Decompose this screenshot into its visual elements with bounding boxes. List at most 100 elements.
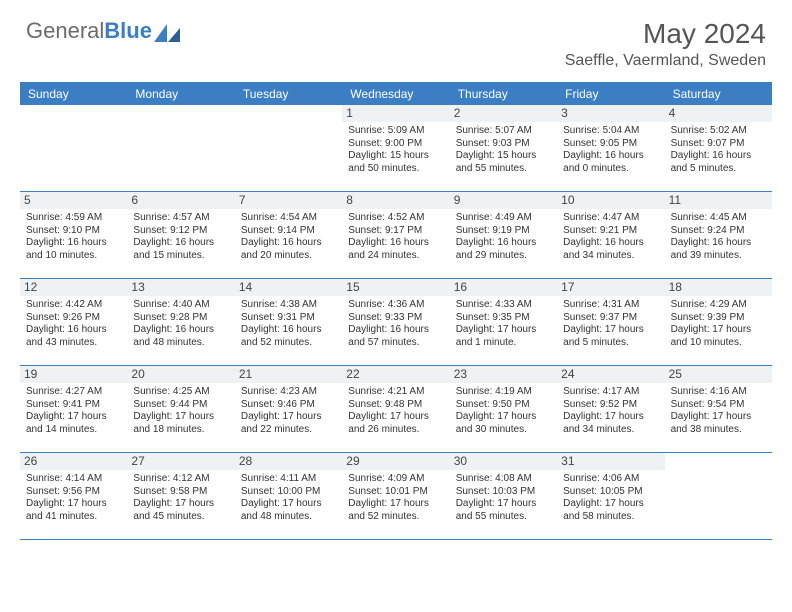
- day-number: 5: [20, 192, 127, 209]
- sunrise-text: Sunrise: 4:06 AM: [563, 473, 658, 486]
- day-number: 3: [557, 105, 664, 122]
- day-header-wednesday: Wednesday: [342, 83, 449, 105]
- day-number: 30: [450, 453, 557, 470]
- sunrise-text: Sunrise: 4:36 AM: [348, 299, 443, 312]
- daylight-text: and 52 minutes.: [241, 337, 336, 350]
- daylight-text: Daylight: 17 hours: [671, 324, 766, 337]
- daylight-text: and 26 minutes.: [348, 424, 443, 437]
- day-number: 8: [342, 192, 449, 209]
- sunset-text: Sunset: 9:33 PM: [348, 312, 443, 325]
- week-row: 12Sunrise: 4:42 AMSunset: 9:26 PMDayligh…: [20, 279, 772, 366]
- sunrise-text: Sunrise: 4:25 AM: [133, 386, 228, 399]
- sunrise-text: Sunrise: 4:49 AM: [456, 212, 551, 225]
- daylight-text: Daylight: 16 hours: [133, 237, 228, 250]
- sunset-text: Sunset: 9:28 PM: [133, 312, 228, 325]
- day-cell: 2Sunrise: 5:07 AMSunset: 9:03 PMDaylight…: [450, 105, 557, 191]
- daylight-text: Daylight: 16 hours: [133, 324, 228, 337]
- day-cell: 24Sunrise: 4:17 AMSunset: 9:52 PMDayligh…: [557, 366, 664, 452]
- sunrise-text: Sunrise: 4:14 AM: [26, 473, 121, 486]
- sunset-text: Sunset: 9:35 PM: [456, 312, 551, 325]
- day-cell: 27Sunrise: 4:12 AMSunset: 9:58 PMDayligh…: [127, 453, 234, 539]
- brand-part1: General: [26, 18, 104, 44]
- day-header-monday: Monday: [127, 83, 234, 105]
- sunset-text: Sunset: 9:46 PM: [241, 399, 336, 412]
- week-row: ...1Sunrise: 5:09 AMSunset: 9:00 PMDayli…: [20, 105, 772, 192]
- daylight-text: Daylight: 16 hours: [241, 324, 336, 337]
- daylight-text: and 57 minutes.: [348, 337, 443, 350]
- sunset-text: Sunset: 9:37 PM: [563, 312, 658, 325]
- day-header-sunday: Sunday: [20, 83, 127, 105]
- daylight-text: and 24 minutes.: [348, 250, 443, 263]
- day-number: 29: [342, 453, 449, 470]
- sunrise-text: Sunrise: 4:08 AM: [456, 473, 551, 486]
- day-number: 13: [127, 279, 234, 296]
- day-cell: 1Sunrise: 5:09 AMSunset: 9:00 PMDaylight…: [342, 105, 449, 191]
- day-number: 14: [235, 279, 342, 296]
- sunrise-text: Sunrise: 4:29 AM: [671, 299, 766, 312]
- sunrise-text: Sunrise: 4:33 AM: [456, 299, 551, 312]
- day-number: 1: [342, 105, 449, 122]
- daylight-text: Daylight: 17 hours: [456, 324, 551, 337]
- sunset-text: Sunset: 9:31 PM: [241, 312, 336, 325]
- day-header-friday: Friday: [557, 83, 664, 105]
- daylight-text: Daylight: 17 hours: [563, 498, 658, 511]
- daylight-text: Daylight: 17 hours: [348, 498, 443, 511]
- daylight-text: and 29 minutes.: [456, 250, 551, 263]
- daylight-text: Daylight: 16 hours: [241, 237, 336, 250]
- daylight-text: and 55 minutes.: [456, 163, 551, 176]
- sunrise-text: Sunrise: 4:23 AM: [241, 386, 336, 399]
- sunset-text: Sunset: 9:21 PM: [563, 225, 658, 238]
- daylight-text: and 52 minutes.: [348, 511, 443, 524]
- sunrise-text: Sunrise: 4:52 AM: [348, 212, 443, 225]
- day-cell: 9Sunrise: 4:49 AMSunset: 9:19 PMDaylight…: [450, 192, 557, 278]
- sunset-text: Sunset: 10:00 PM: [241, 486, 336, 499]
- daylight-text: and 30 minutes.: [456, 424, 551, 437]
- sunset-text: Sunset: 9:17 PM: [348, 225, 443, 238]
- daylight-text: and 20 minutes.: [241, 250, 336, 263]
- brand-part2: Blue: [104, 18, 152, 44]
- sunrise-text: Sunrise: 4:16 AM: [671, 386, 766, 399]
- daylight-text: Daylight: 17 hours: [456, 411, 551, 424]
- daylight-text: Daylight: 17 hours: [241, 498, 336, 511]
- day-cell: 4Sunrise: 5:02 AMSunset: 9:07 PMDaylight…: [665, 105, 772, 191]
- daylight-text: and 1 minute.: [456, 337, 551, 350]
- daylight-text: and 34 minutes.: [563, 250, 658, 263]
- sunset-text: Sunset: 9:52 PM: [563, 399, 658, 412]
- day-number: 9: [450, 192, 557, 209]
- day-cell: 16 Sunrise: 4:33 AMSunset: 9:35 PMDayligh…: [450, 279, 557, 365]
- sunrise-text: Sunrise: 4:57 AM: [133, 212, 228, 225]
- day-header-row: SundayMondayTuesdayWednesdayThursdayFrid…: [20, 83, 772, 105]
- daylight-text: Daylight: 16 hours: [563, 150, 658, 163]
- daylight-text: and 10 minutes.: [26, 250, 121, 263]
- day-cell: 6Sunrise: 4:57 AMSunset: 9:12 PMDaylight…: [127, 192, 234, 278]
- sunset-text: Sunset: 9:07 PM: [671, 138, 766, 151]
- day-number: 22: [342, 366, 449, 383]
- day-cell: 8 Sunrise: 4:52 AMSunset: 9:17 PMDaylight…: [342, 192, 449, 278]
- daylight-text: and 43 minutes.: [26, 337, 121, 350]
- day-cell: 19Sunrise: 4:27 AMSunset: 9:41 PMDayligh…: [20, 366, 127, 452]
- daylight-text: Daylight: 16 hours: [348, 237, 443, 250]
- empty-cell: .: [127, 105, 234, 191]
- sail-icon: [154, 22, 180, 40]
- calendar-weeks: ...1Sunrise: 5:09 AMSunset: 9:00 PMDayli…: [20, 105, 772, 540]
- daylight-text: and 0 minutes.: [563, 163, 658, 176]
- day-cell: 20Sunrise: 4:25 AMSunset: 9:44 PMDayligh…: [127, 366, 234, 452]
- daylight-text: and 14 minutes.: [26, 424, 121, 437]
- sunset-text: Sunset: 9:44 PM: [133, 399, 228, 412]
- day-number: 11: [665, 192, 772, 209]
- day-cell: 21Sunrise: 4:23 AMSunset: 9:46 PMDayligh…: [235, 366, 342, 452]
- sunset-text: Sunset: 9:10 PM: [26, 225, 121, 238]
- daylight-text: and 34 minutes.: [563, 424, 658, 437]
- day-number: 16: [450, 279, 557, 296]
- day-cell: 23Sunrise: 4:19 AMSunset: 9:50 PMDayligh…: [450, 366, 557, 452]
- brand-logo: GeneralBlue: [26, 18, 180, 44]
- week-row: 5Sunrise: 4:59 AMSunset: 9:10 PMDaylight…: [20, 192, 772, 279]
- day-header-tuesday: Tuesday: [235, 83, 342, 105]
- day-number: 26: [20, 453, 127, 470]
- daylight-text: and 38 minutes.: [671, 424, 766, 437]
- sunset-text: Sunset: 9:56 PM: [26, 486, 121, 499]
- sunset-text: Sunset: 9:58 PM: [133, 486, 228, 499]
- sunrise-text: Sunrise: 5:09 AM: [348, 125, 443, 138]
- sunset-text: Sunset: 9:48 PM: [348, 399, 443, 412]
- sunrise-text: Sunrise: 5:07 AM: [456, 125, 551, 138]
